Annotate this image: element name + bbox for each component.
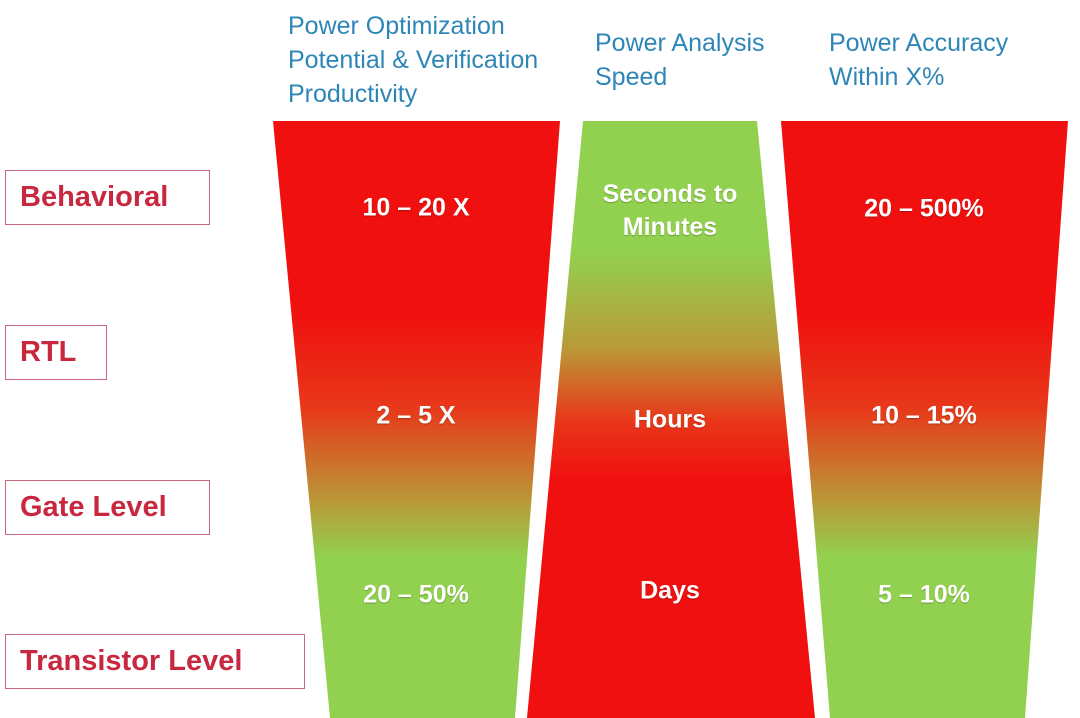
speed-rtl-value: Hours	[633, 405, 707, 434]
column-optimization-shape	[273, 121, 560, 718]
level-rtl: RTL	[5, 325, 107, 380]
optimization-rtl-value: 2 – 5 X	[376, 401, 456, 430]
column-accuracy-shape	[781, 121, 1068, 718]
header-optimization: Power Optimization Potential & Verificat…	[288, 12, 539, 108]
column-speed-shape	[527, 121, 815, 718]
accuracy-rtl-value: 10 – 15%	[871, 401, 977, 430]
optimization-gate-value: 20 – 50%	[363, 580, 469, 609]
level-rtl-label: RTL	[20, 336, 77, 368]
speed-gate-value: Days	[640, 576, 700, 605]
level-transistor-label: Transistor Level	[20, 645, 243, 677]
level-behavioral-label: Behavioral	[20, 181, 169, 213]
level-gate: Gate Level	[5, 480, 210, 535]
level-transistor: Transistor Level	[5, 634, 305, 689]
accuracy-gate-value: 5 – 10%	[878, 580, 970, 609]
optimization-behavioral-value: 10 – 20 X	[362, 193, 470, 222]
header-accuracy: Power Accuracy Within X%	[829, 29, 1009, 91]
header-speed: Power Analysis Speed	[595, 29, 765, 91]
level-gate-label: Gate Level	[20, 491, 167, 523]
accuracy-behavioral-value: 20 – 500%	[864, 194, 984, 223]
speed-behavioral-value: Seconds to Minutes	[602, 180, 738, 241]
level-behavioral: Behavioral	[5, 170, 210, 225]
